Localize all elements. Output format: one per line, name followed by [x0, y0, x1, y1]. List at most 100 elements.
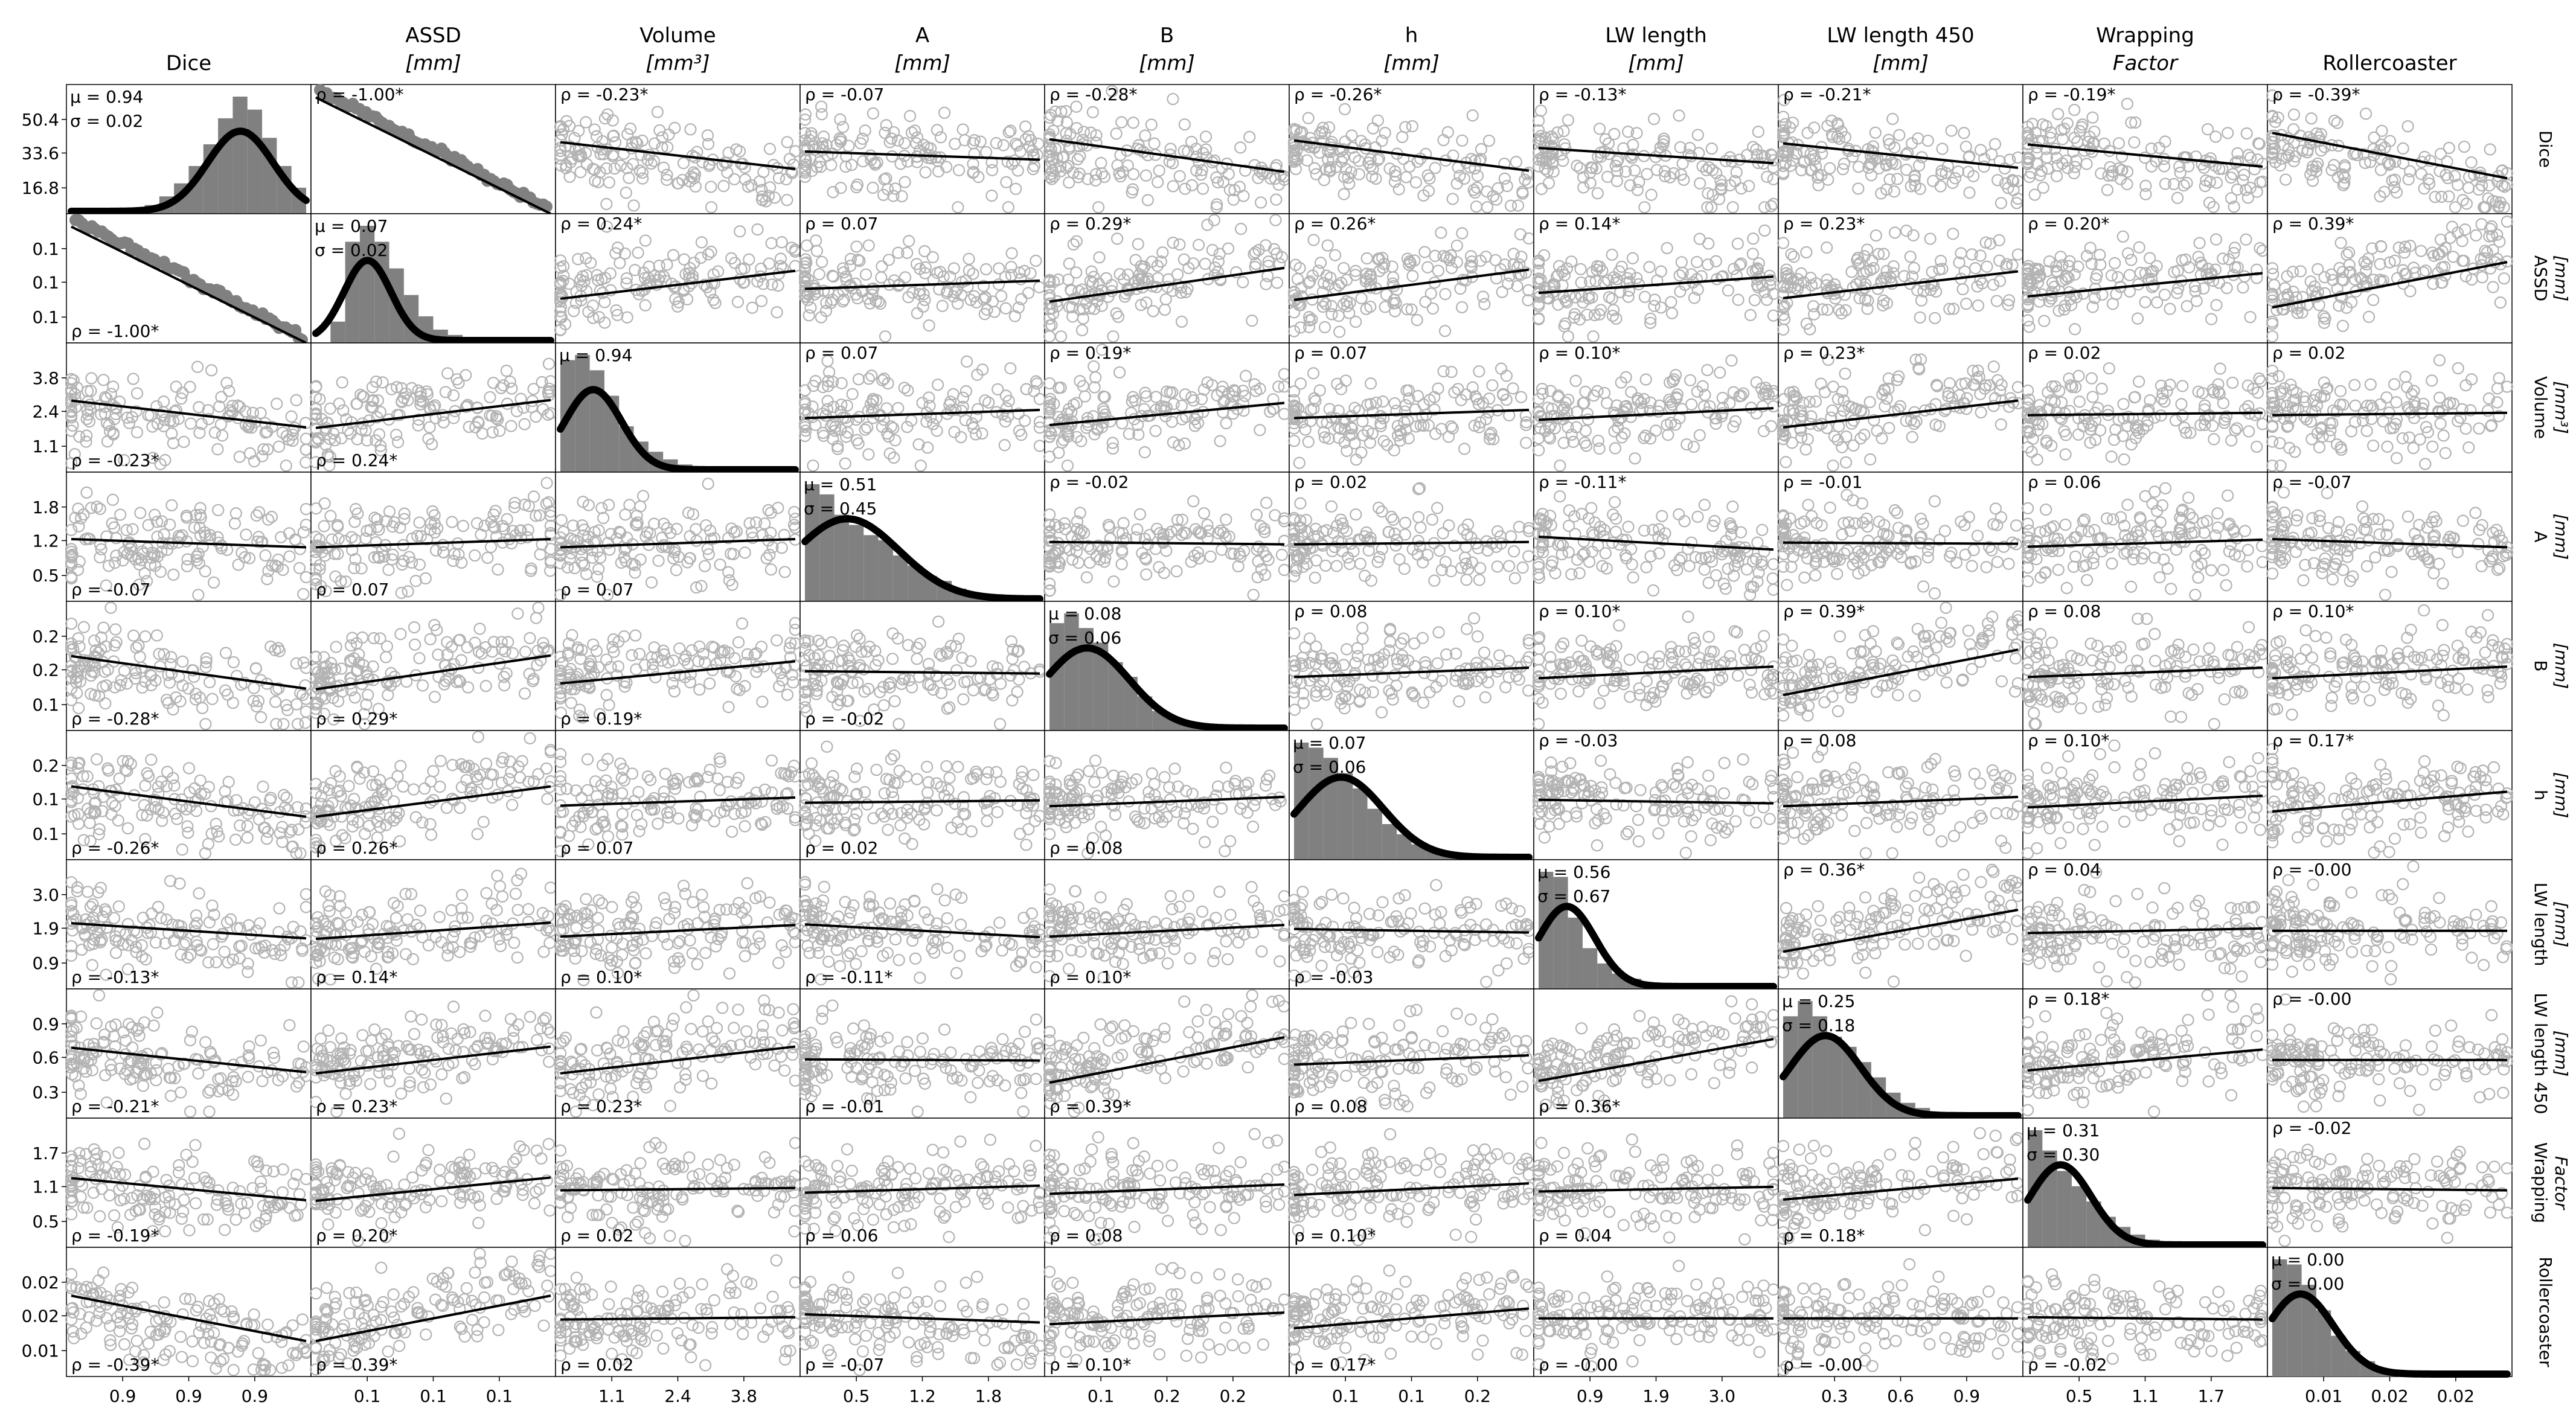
scatter-point [772, 171, 786, 184]
scatter-point [633, 164, 646, 177]
rho-label: ρ = -0.23* [71, 450, 159, 470]
sigma-label: σ = 0.02 [70, 111, 143, 131]
scatter-point [1164, 142, 1177, 155]
scatter-point [1090, 136, 1103, 149]
scatter-point [1421, 169, 1434, 182]
scatter-point [1498, 172, 1511, 185]
scatter-point [1414, 152, 1427, 165]
scatter-point [1491, 182, 1504, 194]
scatter-point [840, 150, 853, 163]
scatter-point [1353, 155, 1365, 167]
y-tick-label: 0.5 [32, 566, 59, 586]
scatter-point [879, 126, 891, 139]
scatter-point [854, 137, 867, 150]
scatter-point [899, 176, 911, 188]
cell-assd-vs-wrap: ρ = 0.20* [2022, 213, 2269, 344]
scatter-point [1002, 201, 1014, 214]
y-tick-label: 2.4 [32, 401, 59, 421]
scatter-point [1185, 179, 1199, 191]
scatter-point [1070, 100, 1083, 113]
scatter-point [1127, 117, 1139, 129]
rho-label: ρ = 0.07 [316, 580, 389, 600]
scatter-point [603, 176, 615, 189]
scatter-point [816, 137, 828, 150]
scatter-point [1647, 113, 1661, 126]
scatter-point [1608, 127, 1621, 141]
scatter-point [651, 106, 664, 118]
cell-dice-vs-lw450: ρ = -0.21* [1777, 84, 2024, 214]
scatter-point [621, 128, 634, 141]
rho-label: ρ = -0.07 [805, 85, 884, 104]
scatter-point [856, 155, 870, 168]
rho-label: ρ = 0.10* [1539, 343, 1620, 363]
scatter-point [1090, 129, 1103, 142]
scatter-point [1127, 168, 1140, 181]
scatter-point [645, 157, 658, 170]
scatter-point [1270, 193, 1283, 206]
scatter-point [1092, 201, 1105, 214]
scatter-point [1289, 162, 1302, 176]
scatter-point [781, 194, 793, 206]
scatter-point [1471, 170, 1484, 182]
scatter-point [1106, 85, 1118, 97]
cell-volume-vs-volume: μ = 0.94 [555, 342, 801, 473]
rho-label: ρ = 0.23* [1783, 214, 1865, 234]
scatter-point [1490, 193, 1503, 206]
scatter-point [871, 156, 883, 169]
scatter-point [877, 188, 890, 201]
scatter-point [1178, 118, 1191, 131]
scatter-point [781, 136, 793, 149]
scatter-point [1239, 164, 1252, 177]
rho-label: ρ = 0.24* [560, 214, 642, 234]
scatter-point [1182, 145, 1194, 158]
y-tick-label: 1.2 [32, 531, 59, 551]
cell-a-vs-assd: ρ = 0.07 [309, 472, 557, 602]
scatter-point [917, 139, 930, 152]
scatter-point [1338, 103, 1351, 115]
scatter-point [1475, 143, 1488, 156]
scatter-point [717, 180, 730, 193]
scatter-point [1126, 183, 1139, 196]
scatter-point [821, 149, 834, 162]
regression-line [560, 141, 796, 170]
scatter-point [1071, 153, 1084, 165]
cell-assd-vs-roller: ρ = 0.39* [2266, 213, 2513, 344]
scatter-point [1002, 126, 1015, 139]
scatter-point [1353, 168, 1365, 181]
scatter-point [1469, 186, 1481, 199]
scatter-point [799, 108, 812, 121]
scatter-point [677, 157, 690, 170]
scatter-point [1290, 124, 1303, 136]
scatter-point [647, 155, 660, 167]
rho-label: ρ = -0.21* [1783, 85, 1871, 104]
scatter-point [554, 144, 567, 158]
cell-dice-vs-wrap: ρ = -0.19* [2022, 84, 2269, 214]
cell-volume-vs-lw: ρ = 0.10* [1533, 342, 1780, 473]
cell-volume-vs-a: ρ = 0.07 [798, 342, 1046, 473]
scatter-point [908, 124, 921, 137]
scatter-point [1095, 156, 1107, 170]
scatter-point [1466, 109, 1479, 122]
scatter-point [1190, 142, 1203, 155]
cell-volume-vs-lw450: ρ = 0.23* [1777, 342, 2024, 473]
scatter-point [642, 149, 656, 161]
scatter-point [859, 124, 871, 137]
mu-label: μ = 0.07 [315, 216, 388, 236]
scatter-point [1141, 149, 1154, 162]
scatter-point [1141, 194, 1154, 206]
scatter-points [1288, 103, 1535, 214]
scatter-point [990, 136, 1002, 150]
scatter-point [1089, 168, 1103, 181]
scatter-point [1702, 187, 1714, 200]
scatter-point [566, 152, 579, 165]
scatter-point [1196, 164, 1208, 176]
scatter-point [1437, 133, 1450, 147]
scatter-point [1085, 126, 1097, 139]
scatter-point [1086, 106, 1099, 118]
scatter-point [1364, 153, 1377, 165]
scatter-point [684, 123, 697, 136]
scatter-point [1019, 133, 1032, 145]
scatter-point [1043, 130, 1056, 143]
